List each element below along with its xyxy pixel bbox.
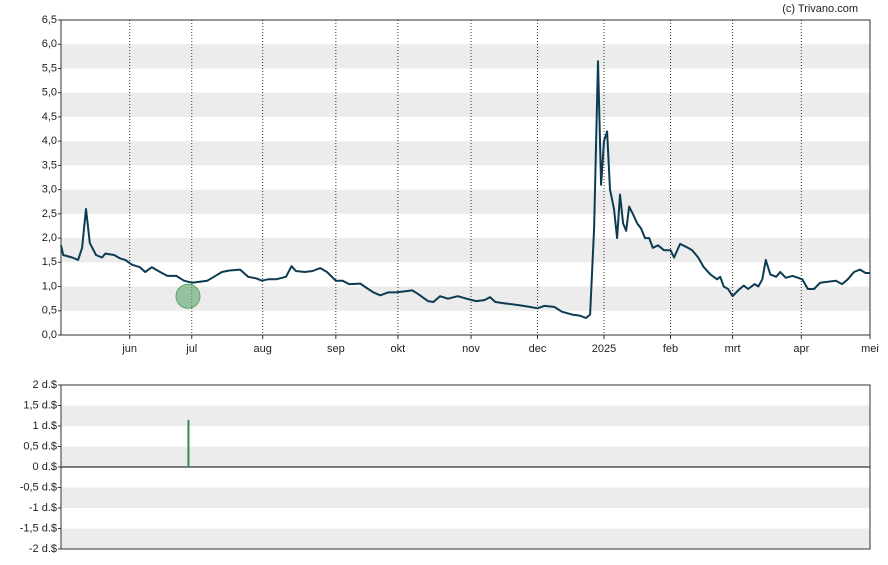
- grid-band: [61, 405, 870, 426]
- x-tick-label: mrt: [725, 343, 741, 355]
- y-tick-label: 5,5: [42, 62, 57, 74]
- grid-band: [61, 141, 870, 166]
- plot-frame: [60, 19, 871, 336]
- x-tick-label: nov: [462, 343, 480, 355]
- y-tick-label: -0,5 d.$: [20, 481, 57, 493]
- y-tick-label: 6,0: [42, 38, 57, 50]
- y-tick-label: 0 d.$: [33, 461, 57, 473]
- y-tick-label: 0,5 d.$: [23, 440, 57, 452]
- y-tick-label: -1,5 d.$: [20, 522, 57, 534]
- x-tick-label: apr: [793, 343, 809, 355]
- y-tick-label: 1,5: [42, 256, 57, 268]
- y-tick-label: 1,0: [42, 280, 57, 292]
- grid-band: [61, 44, 870, 69]
- grid-band: [61, 528, 870, 549]
- y-tick-label: -2 d.$: [29, 543, 57, 555]
- x-tick-label: feb: [663, 343, 678, 355]
- y-tick-label: 3,0: [42, 184, 57, 196]
- grid-band: [61, 189, 870, 214]
- grid-band: [61, 238, 870, 263]
- x-tick-label: okt: [391, 343, 406, 355]
- price-line: [60, 60, 870, 319]
- y-tick-label: 2 d.$: [33, 379, 57, 391]
- y-tick-label: 5,0: [42, 87, 57, 99]
- y-tick-label: 4,5: [42, 111, 57, 123]
- y-tick-label: 0,5: [42, 305, 57, 317]
- y-tick-label: 1,5 d.$: [23, 399, 57, 411]
- x-tick-label: mei: [861, 343, 879, 355]
- x-tick-label: jun: [121, 343, 137, 355]
- x-tick-label: 2025: [592, 343, 616, 355]
- y-tick-label: 4,0: [42, 135, 57, 147]
- y-tick-label: 3,5: [42, 159, 57, 171]
- event-marker: [175, 283, 201, 309]
- y-tick-label: 2,5: [42, 208, 57, 220]
- x-tick-label: dec: [529, 343, 547, 355]
- grid-band: [61, 487, 870, 508]
- x-tick-label: aug: [254, 343, 272, 355]
- y-tick-label: 1 d.$: [33, 420, 57, 432]
- bar: [187, 419, 190, 467]
- y-tick-label: 6,5: [42, 14, 57, 26]
- y-tick-label: -1 d.$: [29, 502, 57, 514]
- y-tick-label: 2,0: [42, 232, 57, 244]
- plot-frame: [60, 384, 871, 550]
- x-tick-label: sep: [327, 343, 345, 355]
- source: (c) Trivano.com: [782, 3, 858, 15]
- grid-band: [61, 92, 870, 117]
- grid-band: [61, 446, 870, 467]
- x-tick-label: jul: [185, 343, 197, 355]
- y-tick-label: 0,0: [42, 329, 57, 341]
